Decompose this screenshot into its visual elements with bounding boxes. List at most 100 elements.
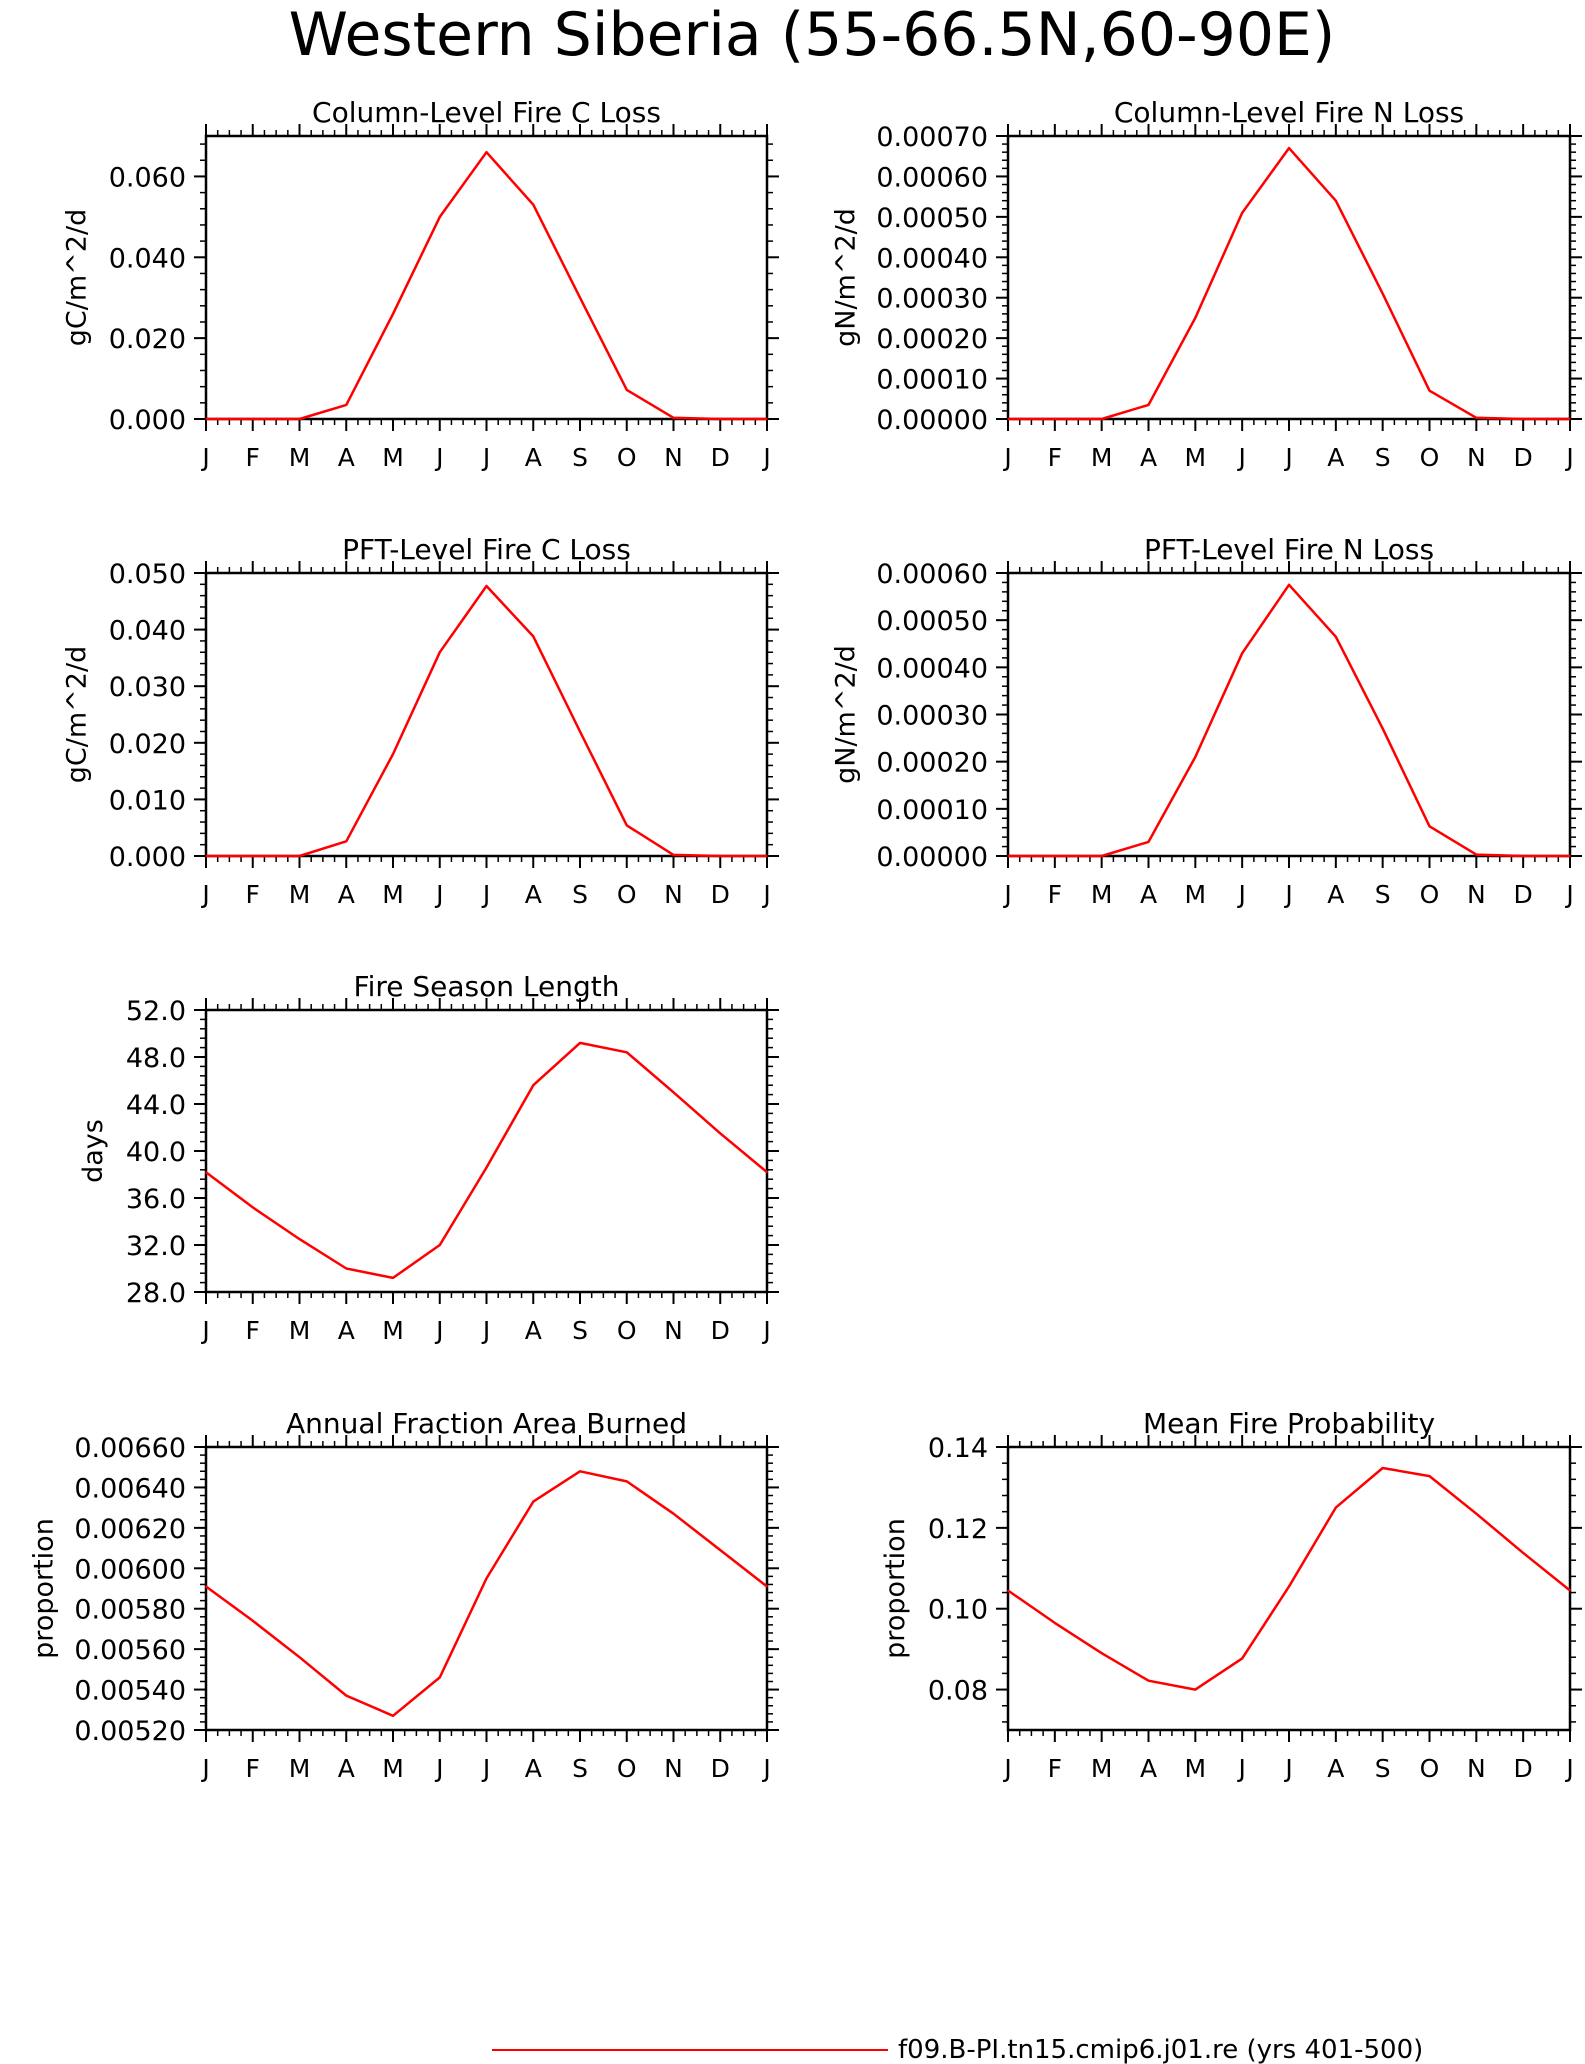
data-point [1381, 292, 1384, 295]
chart-panel: J F M A M J J A S O N D J0.000000.000100.000200.0003… [831, 96, 1582, 472]
data-point [1241, 1657, 1243, 1660]
data-point [579, 1470, 581, 1473]
data-point [298, 1238, 301, 1240]
data-point [1335, 199, 1337, 202]
panel-title: PFT-Level Fire C Loss [342, 533, 631, 566]
series-line [205, 1470, 768, 1718]
x-tick-label: M [1185, 443, 1207, 472]
x-tick-label: F [246, 1754, 260, 1783]
data-point [1335, 635, 1337, 638]
y-axis-label: gC/m^2/d [62, 209, 93, 346]
x-tick-label: D [1514, 880, 1533, 909]
x-tick-label: J [200, 1754, 209, 1783]
x-tick-label: N [1467, 443, 1486, 472]
y-tick-label: 0.00000 [876, 405, 988, 436]
x-tick-label: J [434, 443, 443, 472]
x-tick-label: S [1375, 1754, 1391, 1783]
data-point [1428, 389, 1431, 392]
x-tick-label: J [1283, 1754, 1292, 1783]
data-point [672, 416, 675, 419]
plot-frame [204, 1445, 769, 1732]
y-tick-label: 0.00040 [876, 243, 988, 274]
legend-label: f09.B-PI.tn15.cmip6.j01.re (yrs 401-500) [898, 2035, 1423, 2064]
data-point [298, 1656, 301, 1659]
data-point [251, 855, 254, 857]
data-point [251, 1206, 254, 1209]
x-tick-label: J [1002, 1754, 1011, 1783]
data-point [1288, 1585, 1290, 1588]
x-tick-label: A [338, 1316, 355, 1345]
data-point [438, 651, 441, 654]
plot-frame [204, 134, 769, 421]
panel-title: Column-Level Fire N Loss [1114, 96, 1464, 129]
x-tick-label: A [1327, 880, 1344, 909]
x-tick-label: J [761, 443, 770, 472]
data-point [251, 418, 254, 420]
y-tick-label: 0.060 [109, 162, 186, 193]
x-tick-label: F [1048, 443, 1062, 472]
x-tick-label: J [1564, 443, 1573, 472]
data-point [1288, 583, 1290, 586]
data-point [205, 418, 207, 420]
data-point [719, 855, 722, 857]
x-tick-label: M [1185, 1754, 1207, 1783]
x-tick-label: D [711, 880, 730, 909]
x-tick-label: J [761, 1754, 770, 1783]
series-line [1008, 583, 1570, 858]
y-tick-label: 0.00060 [876, 559, 988, 590]
data-point [485, 151, 488, 153]
x-tick-label: J [1283, 880, 1292, 909]
x-tick-label: O [1420, 1754, 1440, 1783]
x-tick-label: F [1048, 880, 1062, 909]
data-point [298, 855, 301, 857]
x-tick-label: N [1467, 1754, 1486, 1783]
x-tick-label: S [1375, 443, 1391, 472]
y-tick-label: 0.00000 [876, 842, 988, 873]
data-point [1381, 727, 1384, 730]
data-point [1241, 652, 1243, 654]
data-point [719, 1132, 722, 1135]
y-tick-label: 0.00050 [876, 203, 988, 234]
y-tick-label: 52.0 [126, 996, 186, 1027]
data-point [1100, 418, 1103, 420]
x-tick-label: S [572, 1754, 588, 1783]
x-tick-label: M [289, 443, 311, 472]
x-tick-label: S [1375, 880, 1391, 909]
y-tick-label: 0.00020 [876, 324, 988, 355]
x-tick-label: D [711, 1754, 730, 1783]
y-tick-label: 0.00580 [74, 1595, 186, 1626]
data-point [1194, 756, 1197, 758]
x-tick-label: F [246, 880, 260, 909]
x-tick-label: M [1091, 443, 1113, 472]
x-tick-label: J [1002, 443, 1011, 472]
y-tick-label: 0.00560 [74, 1635, 186, 1666]
data-point [1007, 1589, 1009, 1592]
data-point [672, 1512, 675, 1515]
x-tick-label: J [434, 1754, 443, 1783]
x-tick-label: A [1140, 880, 1157, 909]
y-tick-label: 0.00010 [876, 365, 988, 396]
x-tick-label: D [1514, 1754, 1533, 1783]
data-point [1522, 855, 1524, 857]
x-tick-label: N [664, 880, 683, 909]
data-point [766, 1171, 768, 1173]
data-point [485, 1166, 488, 1169]
series-line [206, 584, 767, 858]
data-point [1288, 147, 1290, 149]
y-tick-label: 0.000 [109, 405, 186, 436]
x-tick-label: J [1564, 1754, 1573, 1783]
panel-title: PFT-Level Fire N Loss [1144, 533, 1434, 566]
chart-panel: J F M A M J J A S O N D J0.005200.005400.005600.0058… [29, 1407, 779, 1783]
panel-title: Mean Fire Probability [1143, 1407, 1435, 1440]
x-tick-label: A [1140, 443, 1157, 472]
data-point [1147, 404, 1150, 406]
panel-title: Fire Season Length [354, 970, 620, 1003]
x-tick-label: F [246, 443, 260, 472]
data-point [392, 313, 394, 315]
data-point [205, 1585, 207, 1588]
data-point [766, 1585, 768, 1588]
y-tick-label: 0.00660 [74, 1433, 186, 1464]
data-point [1569, 418, 1571, 420]
data-point [1428, 1475, 1431, 1477]
x-tick-label: M [382, 1316, 404, 1345]
